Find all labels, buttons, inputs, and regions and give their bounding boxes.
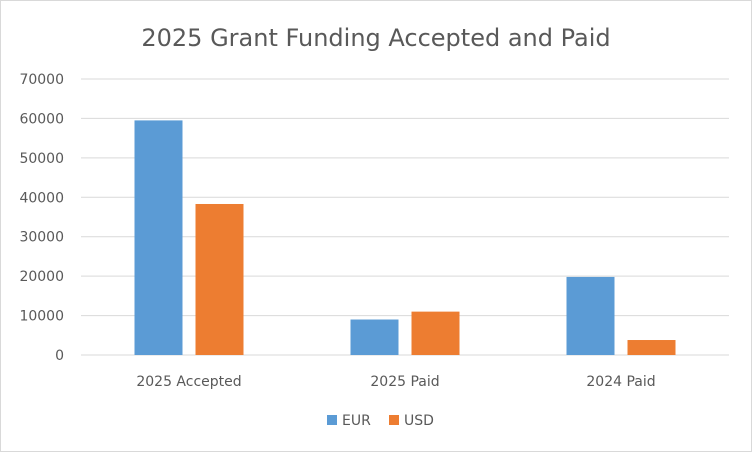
y-tick-label: 40000: [19, 190, 64, 206]
bar-usd-1: [195, 203, 244, 355]
legend-swatch-eur: [327, 415, 337, 425]
bar-usd-2: [411, 311, 460, 355]
x-category-label: 2025 Paid: [370, 374, 439, 390]
y-tick-label: 0: [55, 348, 64, 364]
chart-title: 2025 Grant Funding Accepted and Paid: [141, 24, 610, 52]
x-category-label: 2024 Paid: [586, 374, 655, 390]
y-tick-label: 30000: [19, 230, 64, 246]
bar-eur-2: [350, 319, 399, 355]
y-tick-label: 10000: [19, 309, 64, 325]
x-axis-category-labels: 2025 Accepted 2025 Paid 2024 Paid: [136, 374, 655, 390]
legend-label-eur: EUR: [342, 413, 371, 429]
gridlines: [81, 78, 729, 356]
y-axis-tick-labels: 0 10000 20000 30000 40000 50000 60000 70000: [19, 72, 64, 364]
legend: EUR USD: [327, 413, 434, 429]
y-tick-label: 60000: [19, 111, 64, 127]
y-tick-label: 70000: [19, 72, 64, 88]
bar-eur-3: [566, 276, 615, 355]
legend-label-usd: USD: [404, 413, 434, 429]
x-category-label: 2025 Accepted: [136, 374, 241, 390]
bars: [134, 120, 676, 356]
bar-eur-1: [134, 120, 183, 356]
y-tick-label: 20000: [19, 269, 64, 285]
y-tick-label: 50000: [19, 151, 64, 167]
bar-usd-3: [627, 340, 676, 355]
legend-swatch-usd: [389, 415, 399, 425]
